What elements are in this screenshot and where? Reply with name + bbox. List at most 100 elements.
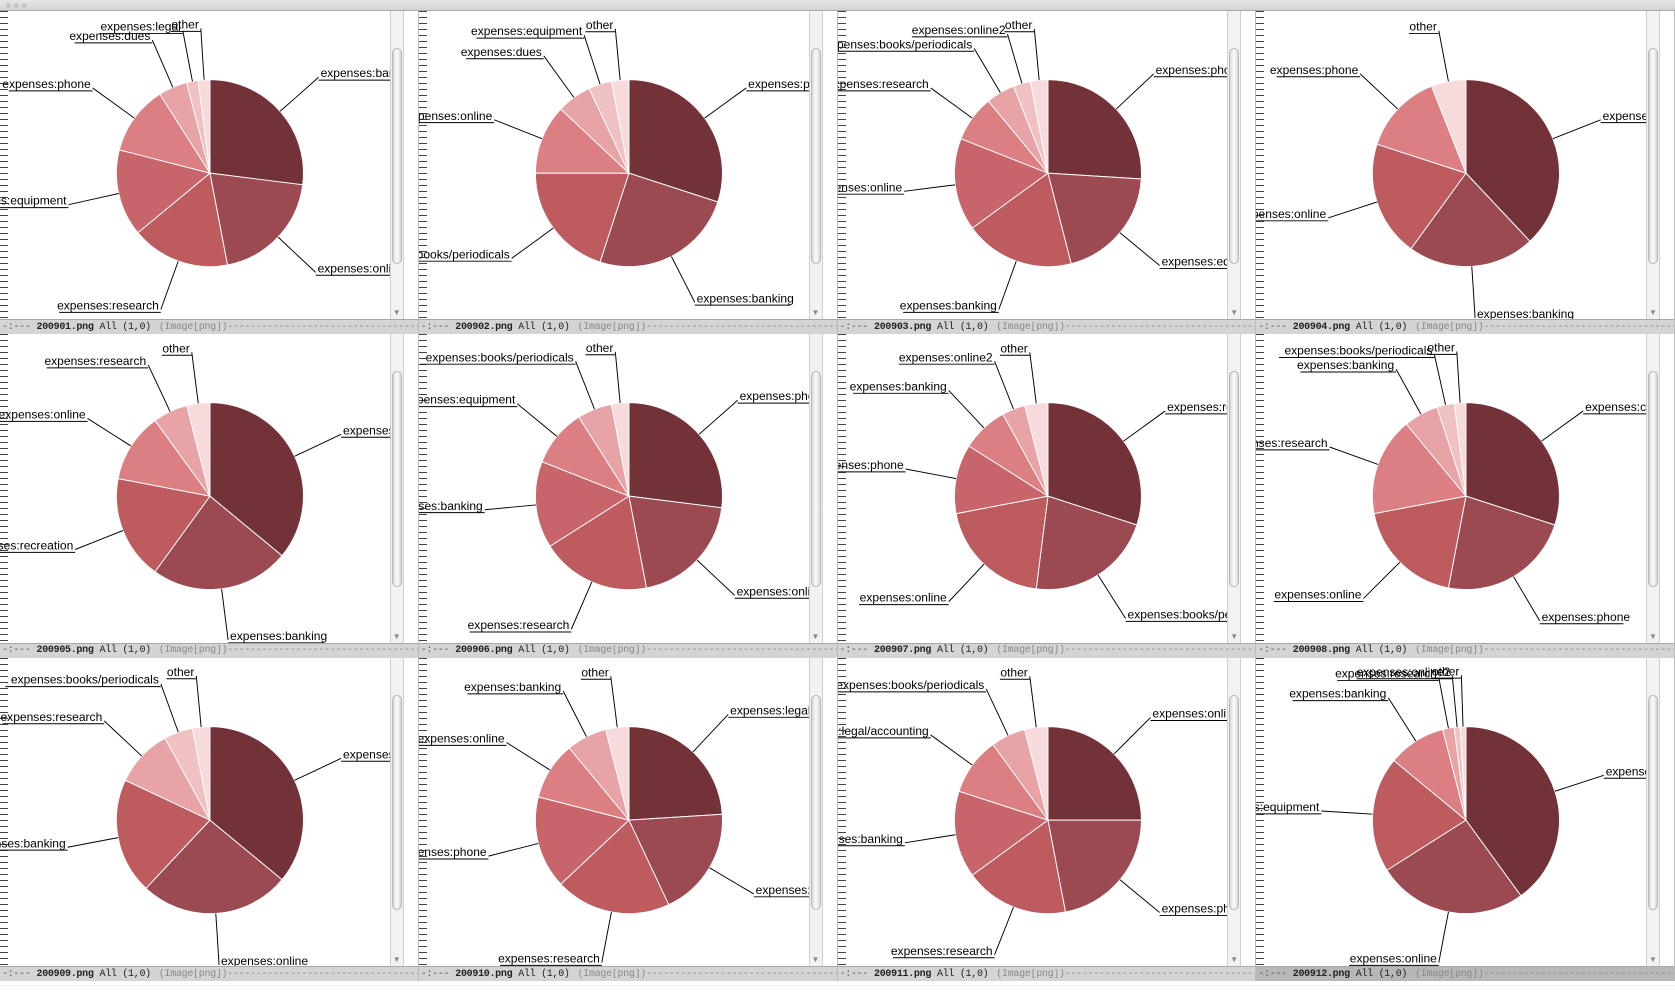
scrollbar-down-arrow[interactable]: ▼ [1649,308,1657,317]
image-display-area-200911.png[interactable]: expenses:online expenses:phone expenses:re… [838,658,1256,966]
scrollbar-thumb[interactable] [811,695,821,911]
modeline-200903.png[interactable]: -:--- 200903.png All (1,0) (Image[png])----… [838,319,1256,334]
modeline-200902.png[interactable]: -:--- 200902.png All (1,0) (Image[png])----… [419,319,837,334]
scrollbar-down-arrow[interactable]: ▼ [812,955,820,964]
modeline-filename[interactable]: 200904.png [1293,322,1350,333]
close-button[interactable] [6,3,11,8]
vertical-scrollbar[interactable]: ▼ [1227,11,1241,319]
modeline-filename[interactable]: 200901.png [37,322,94,333]
scrollbar-down-arrow[interactable]: ▼ [393,308,401,317]
minibuffer-message[interactable] [0,985,1675,1004]
emacs-buffer-window-5[interactable]: expenses:phone expenses:banking expenses:r… [0,334,419,657]
vertical-scrollbar[interactable]: ▼ [390,11,404,319]
pie-chart-svg: expenses:legal/accountingexpenses:books/… [419,658,823,966]
emacs-buffer-window-2[interactable]: expenses:phone expenses:banking expenses:b… [419,11,838,334]
modeline-200904.png[interactable]: -:--- 200904.png All (1,0) (Image[png])----… [1256,319,1674,334]
scrollbar-thumb[interactable] [392,48,402,264]
modeline-filename[interactable]: 200905.png [37,645,94,656]
scrollbar-down-arrow[interactable]: ▼ [812,308,820,317]
emacs-buffer-window-4[interactable]: expenses:research expenses:banking expense… [1256,11,1675,334]
vertical-scrollbar[interactable]: ▼ [809,658,823,966]
modeline-dash: -:--- [421,645,450,656]
scrollbar-down-arrow[interactable]: ▼ [1230,632,1238,641]
scrollbar-thumb[interactable] [1229,371,1239,587]
scrollbar-thumb[interactable] [1229,695,1239,911]
vertical-scrollbar[interactable]: ▼ [1646,11,1660,319]
scrollbar-thumb[interactable] [392,695,402,911]
image-display-area-200909.png[interactable]: expenses:phone expenses:online expenses:ba… [0,658,418,966]
image-display-area-200906.png[interactable]: expenses:phone expenses:online expenses:re… [419,334,837,642]
scrollbar-down-arrow[interactable]: ▼ [1649,955,1657,964]
scrollbar-thumb[interactable] [1229,48,1239,264]
modeline-filename[interactable]: 200908.png [1293,645,1350,656]
scrollbar-down-arrow[interactable]: ▼ [393,955,401,964]
slice-label-expenses-banking: expenses:banking [1289,686,1386,700]
vertical-scrollbar[interactable]: ▼ [809,11,823,319]
image-display-area-200908.png[interactable]: expenses:conference expenses:phone expense… [1256,334,1674,642]
modeline-200912.png[interactable]: -:--- 200912.png All (1,0) (Image[png])----… [1256,966,1674,981]
scrollbar-down-arrow[interactable]: ▼ [1230,955,1238,964]
leader-line [930,88,972,118]
modeline-filename[interactable]: 200909.png [37,969,94,980]
vertical-scrollbar[interactable]: ▼ [809,334,823,642]
modeline-filename[interactable]: 200906.png [455,645,512,656]
image-display-area-200904.png[interactable]: expenses:research expenses:banking expense… [1256,11,1674,319]
image-display-area-200907.png[interactable]: expenses:research expenses:books/periodic… [838,334,1256,642]
scrollbar-down-arrow[interactable]: ▼ [1230,308,1238,317]
vertical-scrollbar[interactable]: ▼ [1227,658,1241,966]
modeline-200911.png[interactable]: -:--- 200911.png All (1,0) (Image[png])----… [838,966,1256,981]
emacs-buffer-window-1[interactable]: expenses:banking expenses:online expenses:… [0,11,419,334]
image-display-area-200903.png[interactable]: expenses:phone expenses:equipment expenses… [838,11,1256,319]
emacs-buffer-window-8[interactable]: expenses:conference expenses:phone expense… [1256,334,1675,657]
emacs-buffer-window-12[interactable]: expenses:phoneexpenses:onlineexpenses:eq… [1256,658,1675,981]
pie-chart-svg: expenses:phoneexpenses:onlineexpenses:re… [419,334,823,642]
modeline-filename[interactable]: 200911.png [874,969,931,980]
modeline-200909.png[interactable]: -:--- 200909.png All (1,0) (Image[png])----… [0,966,418,981]
scrollbar-down-arrow[interactable]: ▼ [393,632,401,641]
leader-line [295,435,342,457]
zoom-button[interactable] [22,3,27,8]
emacs-buffer-window-10[interactable]: expenses:legal/accounting expenses:books/… [419,658,838,981]
slice-label-expenses-online2: expenses:online2 [911,23,1005,37]
emacs-buffer-window-7[interactable]: expenses:research expenses:books/periodic… [838,334,1257,657]
slice-label-expenses-online: expenses:online [838,180,903,194]
emacs-buffer-window-11[interactable]: expenses:online expenses:phone expenses:re… [838,658,1257,981]
vertical-scrollbar[interactable]: ▼ [1646,658,1660,966]
emacs-buffer-window-3[interactable]: expenses:phone expenses:equipment expenses… [838,11,1257,334]
scrollbar-thumb[interactable] [1648,695,1658,911]
modeline-200907.png[interactable]: -:--- 200907.png All (1,0) (Image[png])----… [838,643,1256,658]
scrollbar-down-arrow[interactable]: ▼ [1649,632,1657,641]
vertical-scrollbar[interactable]: ▼ [1227,334,1241,642]
traffic-light-buttons[interactable] [6,3,27,8]
image-display-area-200910.png[interactable]: expenses:legal/accounting expenses:books/… [419,658,837,966]
vertical-scrollbar[interactable]: ▼ [1646,334,1660,642]
vertical-scrollbar[interactable]: ▼ [390,658,404,966]
modeline-200906.png[interactable]: -:--- 200906.png All (1,0) (Image[png])----… [419,643,837,658]
modeline-filename[interactable]: 200903.png [874,322,931,333]
scrollbar-thumb[interactable] [811,371,821,587]
scrollbar-thumb[interactable] [392,371,402,587]
modeline-200901.png[interactable]: -:--- 200901.png All (1,0) (Image[png])----… [0,319,418,334]
minimize-button[interactable] [14,3,19,8]
emacs-buffer-window-9[interactable]: expenses:phone expenses:online expenses:ba… [0,658,419,981]
vertical-scrollbar[interactable]: ▼ [390,334,404,642]
image-display-area-200902.png[interactable]: expenses:phone expenses:banking expenses:b… [419,11,837,319]
scrollbar-thumb[interactable] [1648,48,1658,264]
modeline-200910.png[interactable]: -:--- 200910.png All (1,0) (Image[png])----… [419,966,837,981]
modeline-filename[interactable]: 200907.png [874,645,931,656]
scrollbar-thumb[interactable] [811,48,821,264]
scrollbar-thumb[interactable] [1648,371,1658,587]
image-display-area-200905.png[interactable]: expenses:phone expenses:banking expenses:r… [0,334,418,642]
slice-label-expenses-equipment: expenses:equipment [419,393,516,407]
modeline-position-info: All (1,0) [518,645,569,656]
emacs-buffer-window-6[interactable]: expenses:phone expenses:online expenses:re… [419,334,838,657]
modeline-filename[interactable]: 200910.png [455,969,512,980]
modeline-200908.png[interactable]: -:--- 200908.png All (1,0) (Image[png])----… [1256,643,1674,658]
image-display-area-200901.png[interactable]: expenses:banking expenses:online expenses:… [0,11,418,319]
image-display-area-200912.png[interactable]: expenses:phoneexpenses:onlineexpenses:eq… [1256,658,1674,966]
modeline-filename[interactable]: 200902.png [455,322,512,333]
modeline-filename[interactable]: 200912.png [1293,969,1350,980]
scrollbar-down-arrow[interactable]: ▼ [812,632,820,641]
modeline-200905.png[interactable]: -:--- 200905.png All (1,0) (Image[png])----… [0,643,418,658]
slice-label-other: other [1004,18,1031,32]
